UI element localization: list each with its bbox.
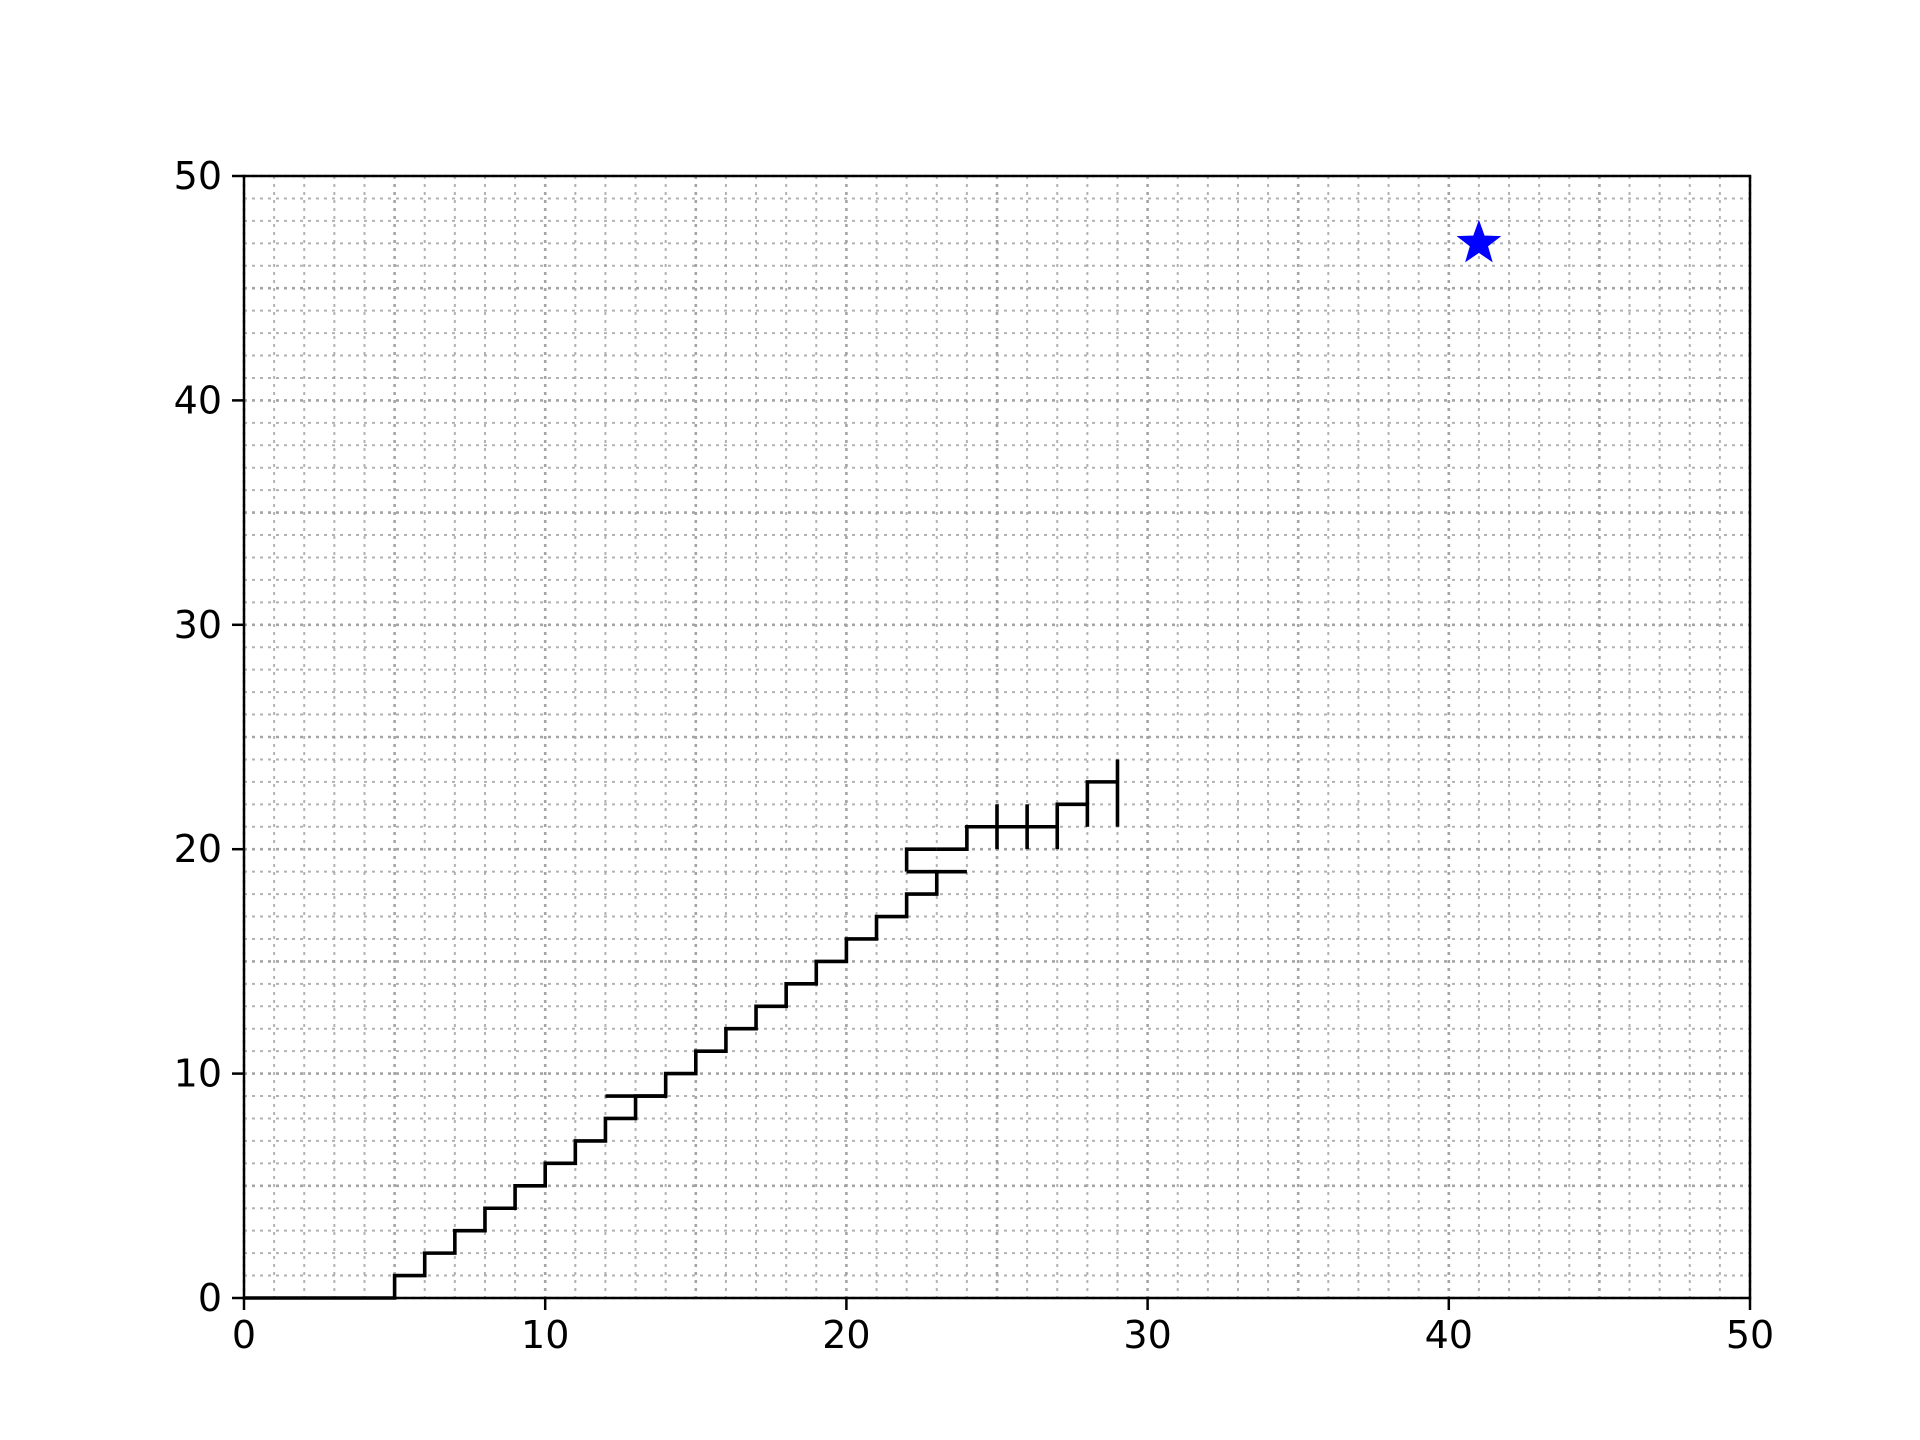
x-tick-label: 40 [1425,1313,1473,1357]
y-tick-label: 20 [174,827,222,871]
x-tick-label: 0 [232,1313,256,1357]
y-tick-label: 50 [174,154,222,198]
y-tick-label: 0 [198,1276,222,1320]
x-axis-ticks: 0 10 20 30 40 50 [232,1298,1774,1357]
grid [242,174,1752,1300]
path-segment [936,802,1090,852]
y-tick-label: 10 [174,1052,222,1096]
axes-frame [242,174,1752,1300]
path-series [244,759,1120,1300]
path-segment [244,869,967,1300]
x-tick-label: 20 [822,1313,870,1357]
x-tick-label: 10 [521,1313,569,1357]
x-tick-label: 50 [1726,1313,1774,1357]
x-tick-label: 30 [1123,1313,1171,1357]
path-segment [904,847,937,872]
y-axis-ticks: 0 10 20 30 40 50 [174,154,244,1320]
goal-marker-layer [1456,219,1502,263]
path-segment [1085,780,1118,805]
y-tick-label: 30 [174,603,222,647]
goal-star-marker [1456,219,1502,263]
y-tick-label: 40 [174,378,222,422]
